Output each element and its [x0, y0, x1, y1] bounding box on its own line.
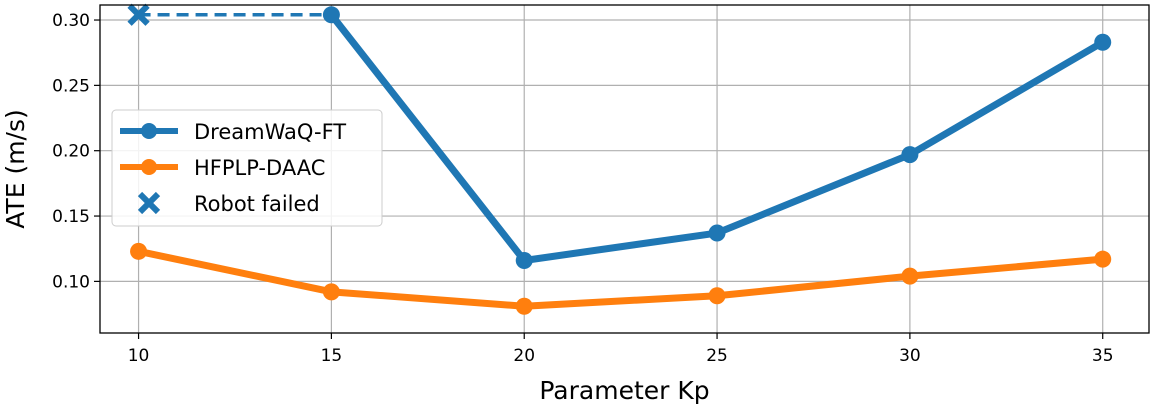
data-point — [130, 242, 148, 260]
data-point — [901, 146, 919, 164]
series-layer — [127, 3, 1112, 315]
legend-label-hfplp: HFPLP-DAAC — [194, 156, 325, 180]
x-tick-label: 30 — [899, 346, 921, 366]
data-point — [515, 251, 533, 269]
y-tick-label: 0.10 — [52, 272, 90, 292]
y-axis-label: ATE (m/s) — [1, 109, 30, 228]
data-point — [1094, 250, 1112, 268]
data-point — [322, 283, 340, 301]
x-stroke — [137, 191, 161, 215]
legend-marker-dreamwaq — [141, 123, 157, 139]
axis-ticks: 10 15 20 25 30 35 0.10 0.15 0.20 0.25 0.30 — [52, 11, 1113, 366]
x-axis-label: Parameter Kp — [539, 376, 709, 405]
x-tick-label: 25 — [706, 346, 728, 366]
legend-marker-hfplp — [141, 159, 157, 175]
x-tick-label: 35 — [1092, 346, 1114, 366]
series-line-1 — [135, 247, 1107, 310]
data-point — [515, 297, 533, 315]
y-tick-label: 0.20 — [52, 142, 90, 162]
data-point — [322, 6, 340, 24]
data-point — [1094, 33, 1112, 51]
x-tick-label: 20 — [513, 346, 535, 366]
legend-marker-robot-failed — [137, 191, 161, 215]
legend-label-dreamwaq: DreamWaQ-FT — [194, 120, 346, 144]
legend-box — [111, 109, 383, 227]
legend-entry-hfplp: HFPLP-DAAC — [120, 156, 325, 180]
legend-entry-robot-failed: Robot failed — [137, 191, 320, 216]
data-point — [708, 287, 726, 305]
y-tick-label: 0.25 — [52, 76, 90, 96]
legend-label-robot-failed: Robot failed — [194, 192, 320, 216]
legend-x-glyph — [137, 191, 161, 215]
y-tick-label: 0.30 — [52, 11, 90, 31]
data-point — [708, 224, 726, 242]
legend-entry-dreamwaq: DreamWaQ-FT — [120, 120, 346, 144]
x-tick-label: 15 — [321, 346, 343, 366]
plot-area-frame — [99, 4, 1150, 334]
robot-failed-marker — [127, 3, 150, 26]
data-point — [901, 267, 919, 285]
legend: DreamWaQ-FT HFPLP-DAAC Robot failed — [111, 109, 383, 227]
y-tick-label: 0.15 — [52, 207, 90, 227]
x-tick-label: 10 — [128, 346, 150, 366]
x-stroke — [127, 3, 150, 26]
